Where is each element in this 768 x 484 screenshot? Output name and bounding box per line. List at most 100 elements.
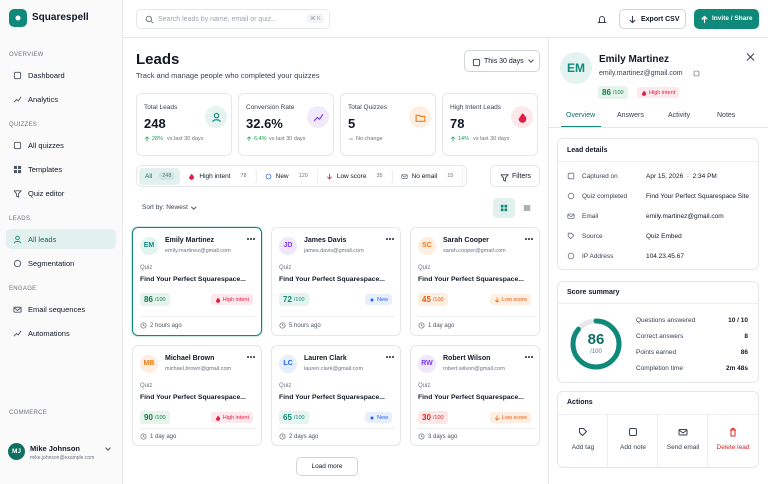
- date-range[interactable]: This 30 days: [464, 50, 540, 72]
- divider: [279, 316, 395, 317]
- nav-item[interactable]: Templates: [6, 159, 116, 179]
- lead-email: lauren.clark@gmail.com: [304, 366, 364, 372]
- icon: [13, 165, 22, 173]
- export-button[interactable]: Export CSV: [619, 9, 686, 29]
- lead-name: James Davis: [304, 237, 347, 244]
- summary-label: Points earned: [636, 349, 677, 356]
- icon: [579, 428, 588, 437]
- filter-tab[interactable]: All 248: [139, 167, 181, 185]
- search-placeholder: Search leads by name, email or quiz...: [158, 15, 278, 23]
- search-box[interactable]: Search leads by name, email or quiz... ⌘ …: [136, 9, 330, 29]
- lead-email: robert.wilson@gmail.com: [443, 366, 505, 372]
- page-subtitle: Track and manage people who completed yo…: [136, 71, 320, 80]
- filter-label: High intent: [199, 172, 231, 180]
- lead-card[interactable]: JD James Davis james.davis@gmail.com Quiz Fi…: [271, 227, 401, 336]
- dot: [247, 238, 249, 240]
- dot: [528, 238, 530, 240]
- detail-tab[interactable]: Notes: [717, 112, 736, 119]
- icon: [629, 428, 637, 436]
- detail-value: Find Your Perfect Squarespace Site: [646, 192, 749, 200]
- nav-label: All quizzes: [28, 141, 64, 150]
- nav-item[interactable]: Quiz editor: [6, 183, 116, 203]
- action-button[interactable]: Delete lead: [708, 415, 758, 467]
- icon: [494, 297, 499, 303]
- filters-button[interactable]: Filters: [490, 165, 540, 187]
- caret: [528, 57, 534, 63]
- filter-tab[interactable]: Low score 35: [320, 167, 393, 185]
- invite-label: Invite / Share: [712, 15, 753, 22]
- score-max: /100: [432, 296, 444, 303]
- nav-section-title: ENGAGE: [9, 286, 37, 292]
- nav-item[interactable]: Email sequences: [6, 299, 116, 319]
- quiz-name: Find Your Perfect Squarespace...: [140, 276, 246, 283]
- brand: Squarespell: [32, 12, 89, 23]
- icon[interactable]: [523, 204, 531, 212]
- lead-avatar: SC: [418, 237, 436, 255]
- icon: [145, 15, 154, 24]
- ring-score: 86: [587, 331, 605, 348]
- filter-label: New: [275, 172, 289, 180]
- nav-item[interactable]: Automations: [6, 323, 116, 343]
- nav-item[interactable]: All leads: [6, 229, 116, 249]
- nav-item[interactable]: Segmentation: [6, 253, 116, 273]
- score-summary-box: Score summary 86/100 Questions answered 10 …: [557, 281, 759, 383]
- stat-note: vs last 30 days: [473, 136, 510, 142]
- detail-tab[interactable]: Answers: [617, 112, 644, 119]
- action-button[interactable]: Add tag: [558, 415, 608, 467]
- action-button[interactable]: Add note: [608, 415, 658, 467]
- detail-tab[interactable]: Overview: [566, 112, 596, 119]
- stat-value: 248: [144, 116, 166, 131]
- nav-label: Templates: [28, 165, 63, 174]
- filter-tab[interactable]: High intent 78: [182, 167, 257, 185]
- grid-view[interactable]: [493, 198, 515, 218]
- filter-count: 35: [376, 173, 383, 179]
- stat-card: Total Quizzes 5 No change: [340, 93, 436, 156]
- filter-label: No email: [411, 172, 438, 180]
- lead-avatar: RW: [418, 355, 436, 373]
- detail-label: Source: [582, 232, 603, 240]
- nav-item[interactable]: Analytics: [6, 89, 116, 109]
- load-more[interactable]: Load more: [296, 457, 358, 476]
- summary-value: 2m 48s: [725, 365, 748, 372]
- divider: [279, 428, 395, 429]
- lead-avatar: JD: [279, 237, 297, 255]
- lead-avatar: LC: [279, 355, 297, 373]
- icon: [13, 71, 22, 79]
- icon: [15, 15, 21, 21]
- lead-card[interactable]: SC Sarah Cooper sarah.cooper@gmail.com Quiz…: [410, 227, 540, 336]
- quiz-name: Find Your Perfect Squarespace...: [140, 394, 246, 401]
- invite-button[interactable]: Invite / Share: [694, 9, 759, 29]
- icon: [629, 15, 636, 24]
- logo-mark: [9, 9, 27, 27]
- nav-item[interactable]: All quizzes: [6, 135, 116, 155]
- icon[interactable]: [693, 70, 700, 77]
- nav-label: Segmentation: [28, 259, 75, 268]
- dot: [250, 356, 252, 358]
- filter-count: 120: [298, 173, 308, 179]
- filter-tab[interactable]: New 120: [259, 167, 318, 185]
- detail-label: Quiz completed: [582, 192, 628, 200]
- lead-card[interactable]: RW Robert Wilson robert.wilson@gmail.com Qu…: [410, 345, 540, 446]
- icon: [415, 114, 425, 122]
- lead-email: emily.martinez@gmail.com: [165, 248, 231, 254]
- lead-card[interactable]: LC Lauren Clark lauren.clark@gmail.com Quiz…: [271, 345, 401, 446]
- score: 72: [283, 295, 292, 304]
- sort[interactable]: Sort by: Newest: [142, 204, 188, 211]
- score-max: /100: [432, 414, 444, 421]
- lead-card[interactable]: EM Emily Martinez emily.martinez@gmail.com…: [132, 227, 262, 336]
- stat-change: No change: [356, 136, 383, 142]
- divider: [418, 316, 534, 317]
- close-button[interactable]: [745, 52, 755, 62]
- action-button[interactable]: Send email: [658, 415, 708, 467]
- icon[interactable]: [597, 14, 607, 24]
- icon: [400, 173, 408, 179]
- score: 45: [422, 295, 431, 304]
- lead-card[interactable]: MB Michael Brown michael.brown@gmail.com Qu…: [132, 345, 262, 446]
- detail-tab[interactable]: Activity: [668, 112, 691, 119]
- filter-tab[interactable]: No email 15: [395, 167, 464, 185]
- stat-icon: [205, 106, 227, 128]
- icon: [494, 415, 499, 421]
- nav-label: Email sequences: [28, 305, 86, 314]
- nav-item[interactable]: Dashboard: [6, 65, 116, 85]
- summary-value: 8: [744, 333, 748, 340]
